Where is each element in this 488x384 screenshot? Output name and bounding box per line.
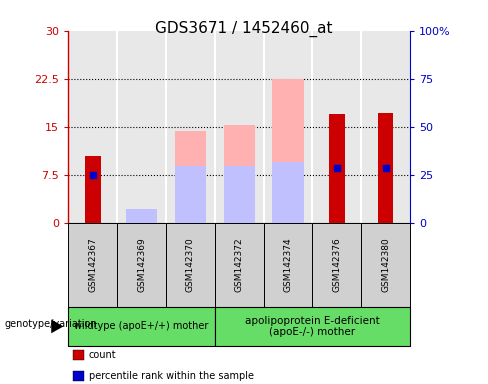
Bar (378, 113, 393, 223)
Text: count: count (89, 350, 117, 360)
Text: percentile rank within the sample: percentile rank within the sample (89, 371, 254, 381)
Text: GSM142369: GSM142369 (137, 238, 146, 292)
Bar (126, 215, 157, 223)
Text: GSM142380: GSM142380 (381, 238, 390, 292)
Bar (126, 209, 157, 223)
Text: GSM142372: GSM142372 (235, 238, 244, 292)
Bar (175, 131, 206, 223)
Text: GSM142374: GSM142374 (284, 238, 292, 292)
Text: GSM142370: GSM142370 (186, 238, 195, 292)
Bar (272, 162, 304, 223)
Bar (85, 156, 101, 223)
Text: GSM142376: GSM142376 (332, 238, 341, 292)
Bar (272, 79, 304, 223)
Polygon shape (51, 319, 63, 333)
Text: wildtype (apoE+/+) mother: wildtype (apoE+/+) mother (74, 321, 209, 331)
Text: GSM142367: GSM142367 (88, 238, 97, 292)
Text: genotype/variation: genotype/variation (5, 319, 98, 329)
Text: apolipoprotein E-deficient
(apoE-/-) mother: apolipoprotein E-deficient (apoE-/-) mot… (245, 316, 380, 337)
Bar (224, 125, 255, 223)
Text: GDS3671 / 1452460_at: GDS3671 / 1452460_at (155, 21, 333, 37)
Bar (224, 166, 255, 223)
Bar (329, 114, 345, 223)
Bar (175, 166, 206, 223)
